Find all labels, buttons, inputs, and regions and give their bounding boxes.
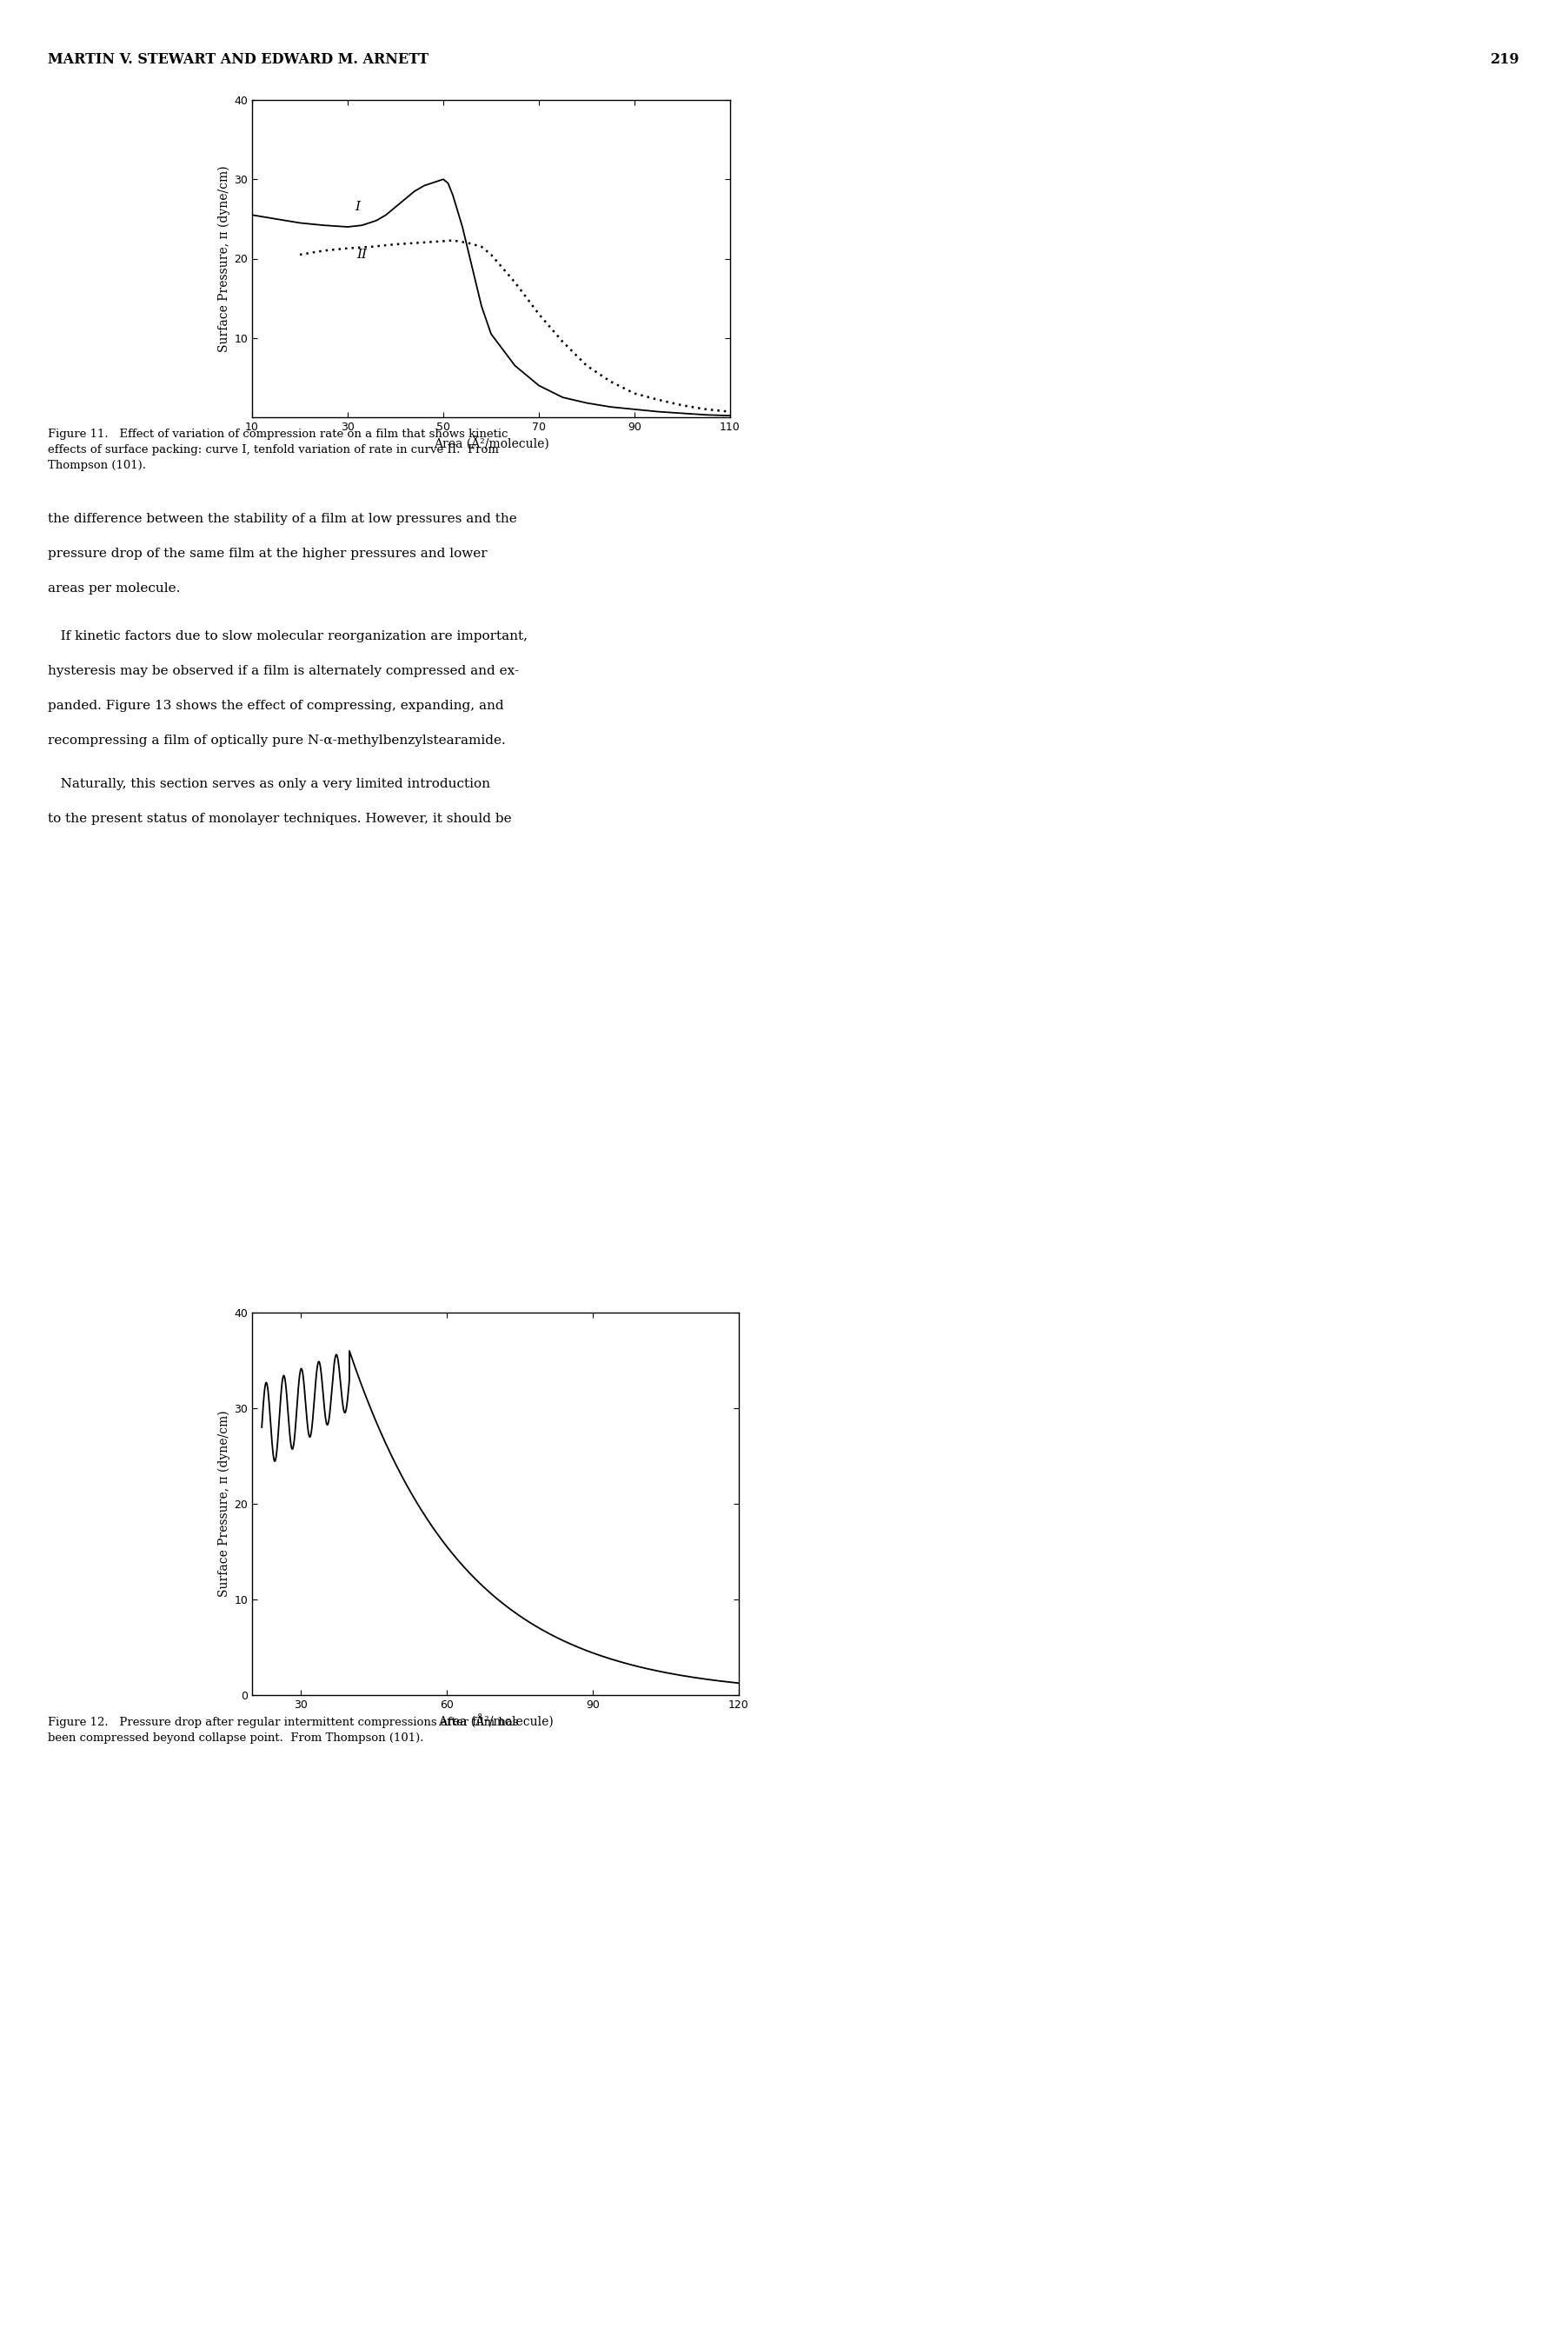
Y-axis label: Surface Pressure, π (dyne/cm): Surface Pressure, π (dyne/cm) [218, 164, 230, 352]
Text: to the present status of monolayer techniques. However, it should be: to the present status of monolayer techn… [47, 812, 511, 824]
Text: 219: 219 [1491, 52, 1521, 68]
X-axis label: Area (Å²/molecule): Area (Å²/molecule) [437, 1713, 554, 1727]
Text: panded. Figure 13 shows the effect of compressing, expanding, and: panded. Figure 13 shows the effect of co… [47, 699, 503, 711]
Text: hysteresis may be observed if a film is alternately compressed and ex-: hysteresis may be observed if a film is … [47, 664, 519, 678]
Y-axis label: Surface Pressure, π (dyne/cm): Surface Pressure, π (dyne/cm) [218, 1411, 230, 1596]
Text: II: II [358, 249, 367, 261]
Text: MARTIN V. STEWART AND EDWARD M. ARNETT: MARTIN V. STEWART AND EDWARD M. ARNETT [47, 52, 428, 68]
Text: I: I [354, 202, 359, 214]
Text: recompressing a film of optically pure N-α-methylbenzylstearamide.: recompressing a film of optically pure N… [47, 735, 505, 746]
Text: Figure 12.   Pressure drop after regular intermittent compressions after film ha: Figure 12. Pressure drop after regular i… [47, 1716, 519, 1744]
Text: Figure 11.   Effect of variation of compression rate on a film that shows kineti: Figure 11. Effect of variation of compre… [47, 430, 508, 472]
X-axis label: Area (Å²/molecule): Area (Å²/molecule) [433, 437, 549, 451]
Text: Naturally, this section serves as only a very limited introduction: Naturally, this section serves as only a… [47, 777, 491, 791]
Text: pressure drop of the same film at the higher pressures and lower: pressure drop of the same film at the hi… [47, 547, 488, 561]
Text: If kinetic factors due to slow molecular reorganization are important,: If kinetic factors due to slow molecular… [47, 631, 527, 643]
Text: the difference between the stability of a film at low pressures and the: the difference between the stability of … [47, 514, 517, 526]
Text: areas per molecule.: areas per molecule. [47, 582, 180, 594]
